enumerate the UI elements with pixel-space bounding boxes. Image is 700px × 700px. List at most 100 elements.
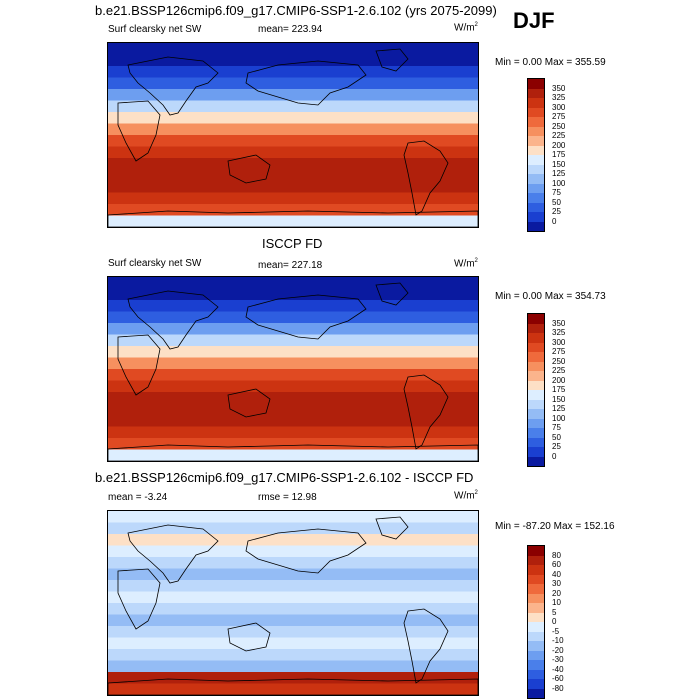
panel3-title: b.e21.BSSP126cmip6.f09_g17.CMIP6-SSP1-2.… <box>95 470 474 485</box>
colorbar-swatch <box>528 107 544 117</box>
latitude-band <box>108 323 478 336</box>
panel2-mean-label: mean= 227.18 <box>258 260 323 271</box>
colorbar-tick-label: 50 <box>552 197 561 207</box>
coastline <box>117 100 161 162</box>
colorbar-swatch <box>528 183 544 193</box>
panel1-colorbar: 350 325 300 275 250 225 200 175 150 125 100 75 50 25 0 <box>527 78 565 232</box>
latitude-band <box>108 511 478 524</box>
colorbar-swatch <box>528 164 544 174</box>
coastline <box>403 374 449 450</box>
colorbar-swatch <box>528 456 544 466</box>
latitude-band <box>108 146 478 159</box>
colorbar-swatch <box>528 660 544 670</box>
colorbar-swatch <box>528 221 544 231</box>
latitude-band <box>108 580 478 593</box>
latitude-band <box>108 557 478 570</box>
coastline <box>117 568 161 630</box>
latitude-band <box>108 591 478 604</box>
latitude-band <box>108 649 478 662</box>
latitude-band <box>108 311 478 324</box>
colorbar-tick-label: 60 <box>552 560 561 569</box>
latitude-band <box>108 603 478 616</box>
panel3-colorbar: 80 60 40 30 20 10 5 0 -5 -10 -20 -30 -40 -60 -80 <box>527 545 564 699</box>
panel1-map <box>107 42 479 228</box>
colorbar-tick-label: 325 <box>552 328 566 337</box>
latitude-band <box>108 192 478 205</box>
latitude-band <box>108 169 478 182</box>
colorbar-tick-label: 125 <box>552 404 566 413</box>
colorbar-tick-label: 225 <box>552 131 566 140</box>
coastline <box>108 678 478 695</box>
colorbar-swatch <box>528 612 544 622</box>
latitude-band <box>108 100 478 113</box>
latitude-band <box>108 545 478 558</box>
latitude-band <box>108 415 478 428</box>
panel3-units: W/m2 <box>454 490 478 502</box>
colorbar-swatch <box>528 88 544 98</box>
map-canvas <box>108 511 478 695</box>
colorbar-tick-label: 0 <box>552 451 557 461</box>
colorbar-tick-label: -10 <box>552 636 564 645</box>
coastline <box>227 622 271 652</box>
latitude-band <box>108 403 478 416</box>
colorbar-tick-label: -40 <box>552 664 564 674</box>
coastline <box>227 154 271 184</box>
colorbar-swatch <box>528 622 544 632</box>
coastline <box>108 444 478 461</box>
colorbar-tick-label: 40 <box>552 569 561 579</box>
panel2-title: ISCCP FD <box>262 236 323 251</box>
colorbar-swatch <box>528 136 544 146</box>
coastline <box>245 294 367 340</box>
latitude-band <box>108 181 478 194</box>
colorbar-tick-label: 10 <box>552 598 561 607</box>
colorbar-swatch <box>528 409 544 419</box>
panel2-variable-label: Surf clearsky net SW <box>108 258 202 269</box>
colorbar-swatch <box>528 650 544 660</box>
coastline <box>403 140 449 216</box>
colorbar-tick-label: -20 <box>552 645 564 655</box>
colorbar-tick-label: 125 <box>552 169 566 178</box>
colorbar-tick-label: 200 <box>552 140 566 150</box>
latitude-band <box>108 334 478 347</box>
colorbar-tick-label: 150 <box>552 159 566 169</box>
latitude-band <box>108 215 478 227</box>
colorbar-tick-label: 350 <box>552 318 566 328</box>
colorbar-swatch <box>528 79 544 89</box>
latitude-band <box>108 77 478 90</box>
colorbar-tick-label: 350 <box>552 83 566 93</box>
colorbar-tick-label: 200 <box>552 375 566 385</box>
panel1-units: W/m2 <box>454 22 478 34</box>
coastline <box>245 60 367 106</box>
coastline <box>127 524 219 584</box>
colorbar-swatch <box>528 669 544 679</box>
panel1-mean-label: mean= 223.94 <box>258 24 323 35</box>
colorbar-tick-label: 0 <box>552 617 557 626</box>
colorbar-swatch <box>528 352 544 362</box>
colorbar-tick-label: 75 <box>552 423 561 432</box>
latitude-band <box>108 614 478 627</box>
colorbar-swatch <box>528 98 544 108</box>
colorbar-swatch <box>528 574 544 584</box>
colorbar-tick-label: 50 <box>552 432 561 442</box>
latitude-band <box>108 158 478 171</box>
colorbar-swatch <box>528 333 544 343</box>
colorbar-swatch <box>528 641 544 651</box>
latitude-band <box>108 300 478 313</box>
colorbar-tick-label: 100 <box>552 413 566 423</box>
colorbar-swatch <box>528 399 544 409</box>
colorbar-swatch <box>528 688 544 698</box>
coastline <box>108 210 478 227</box>
colorbar-tick-label: 300 <box>552 102 566 112</box>
coastline <box>403 608 449 684</box>
latitude-band <box>108 522 478 535</box>
colorbar-tick-label: 175 <box>552 385 566 394</box>
latitude-band <box>108 43 478 56</box>
colorbar-tick-label: 275 <box>552 347 566 356</box>
latitude-band <box>108 426 478 439</box>
panel3-map <box>107 510 479 696</box>
season-label: DJF <box>513 8 555 33</box>
colorbar-tick-label: -60 <box>552 674 564 683</box>
colorbar-swatch <box>528 390 544 400</box>
colorbar-tick-label: 100 <box>552 178 566 188</box>
latitude-band <box>108 568 478 581</box>
